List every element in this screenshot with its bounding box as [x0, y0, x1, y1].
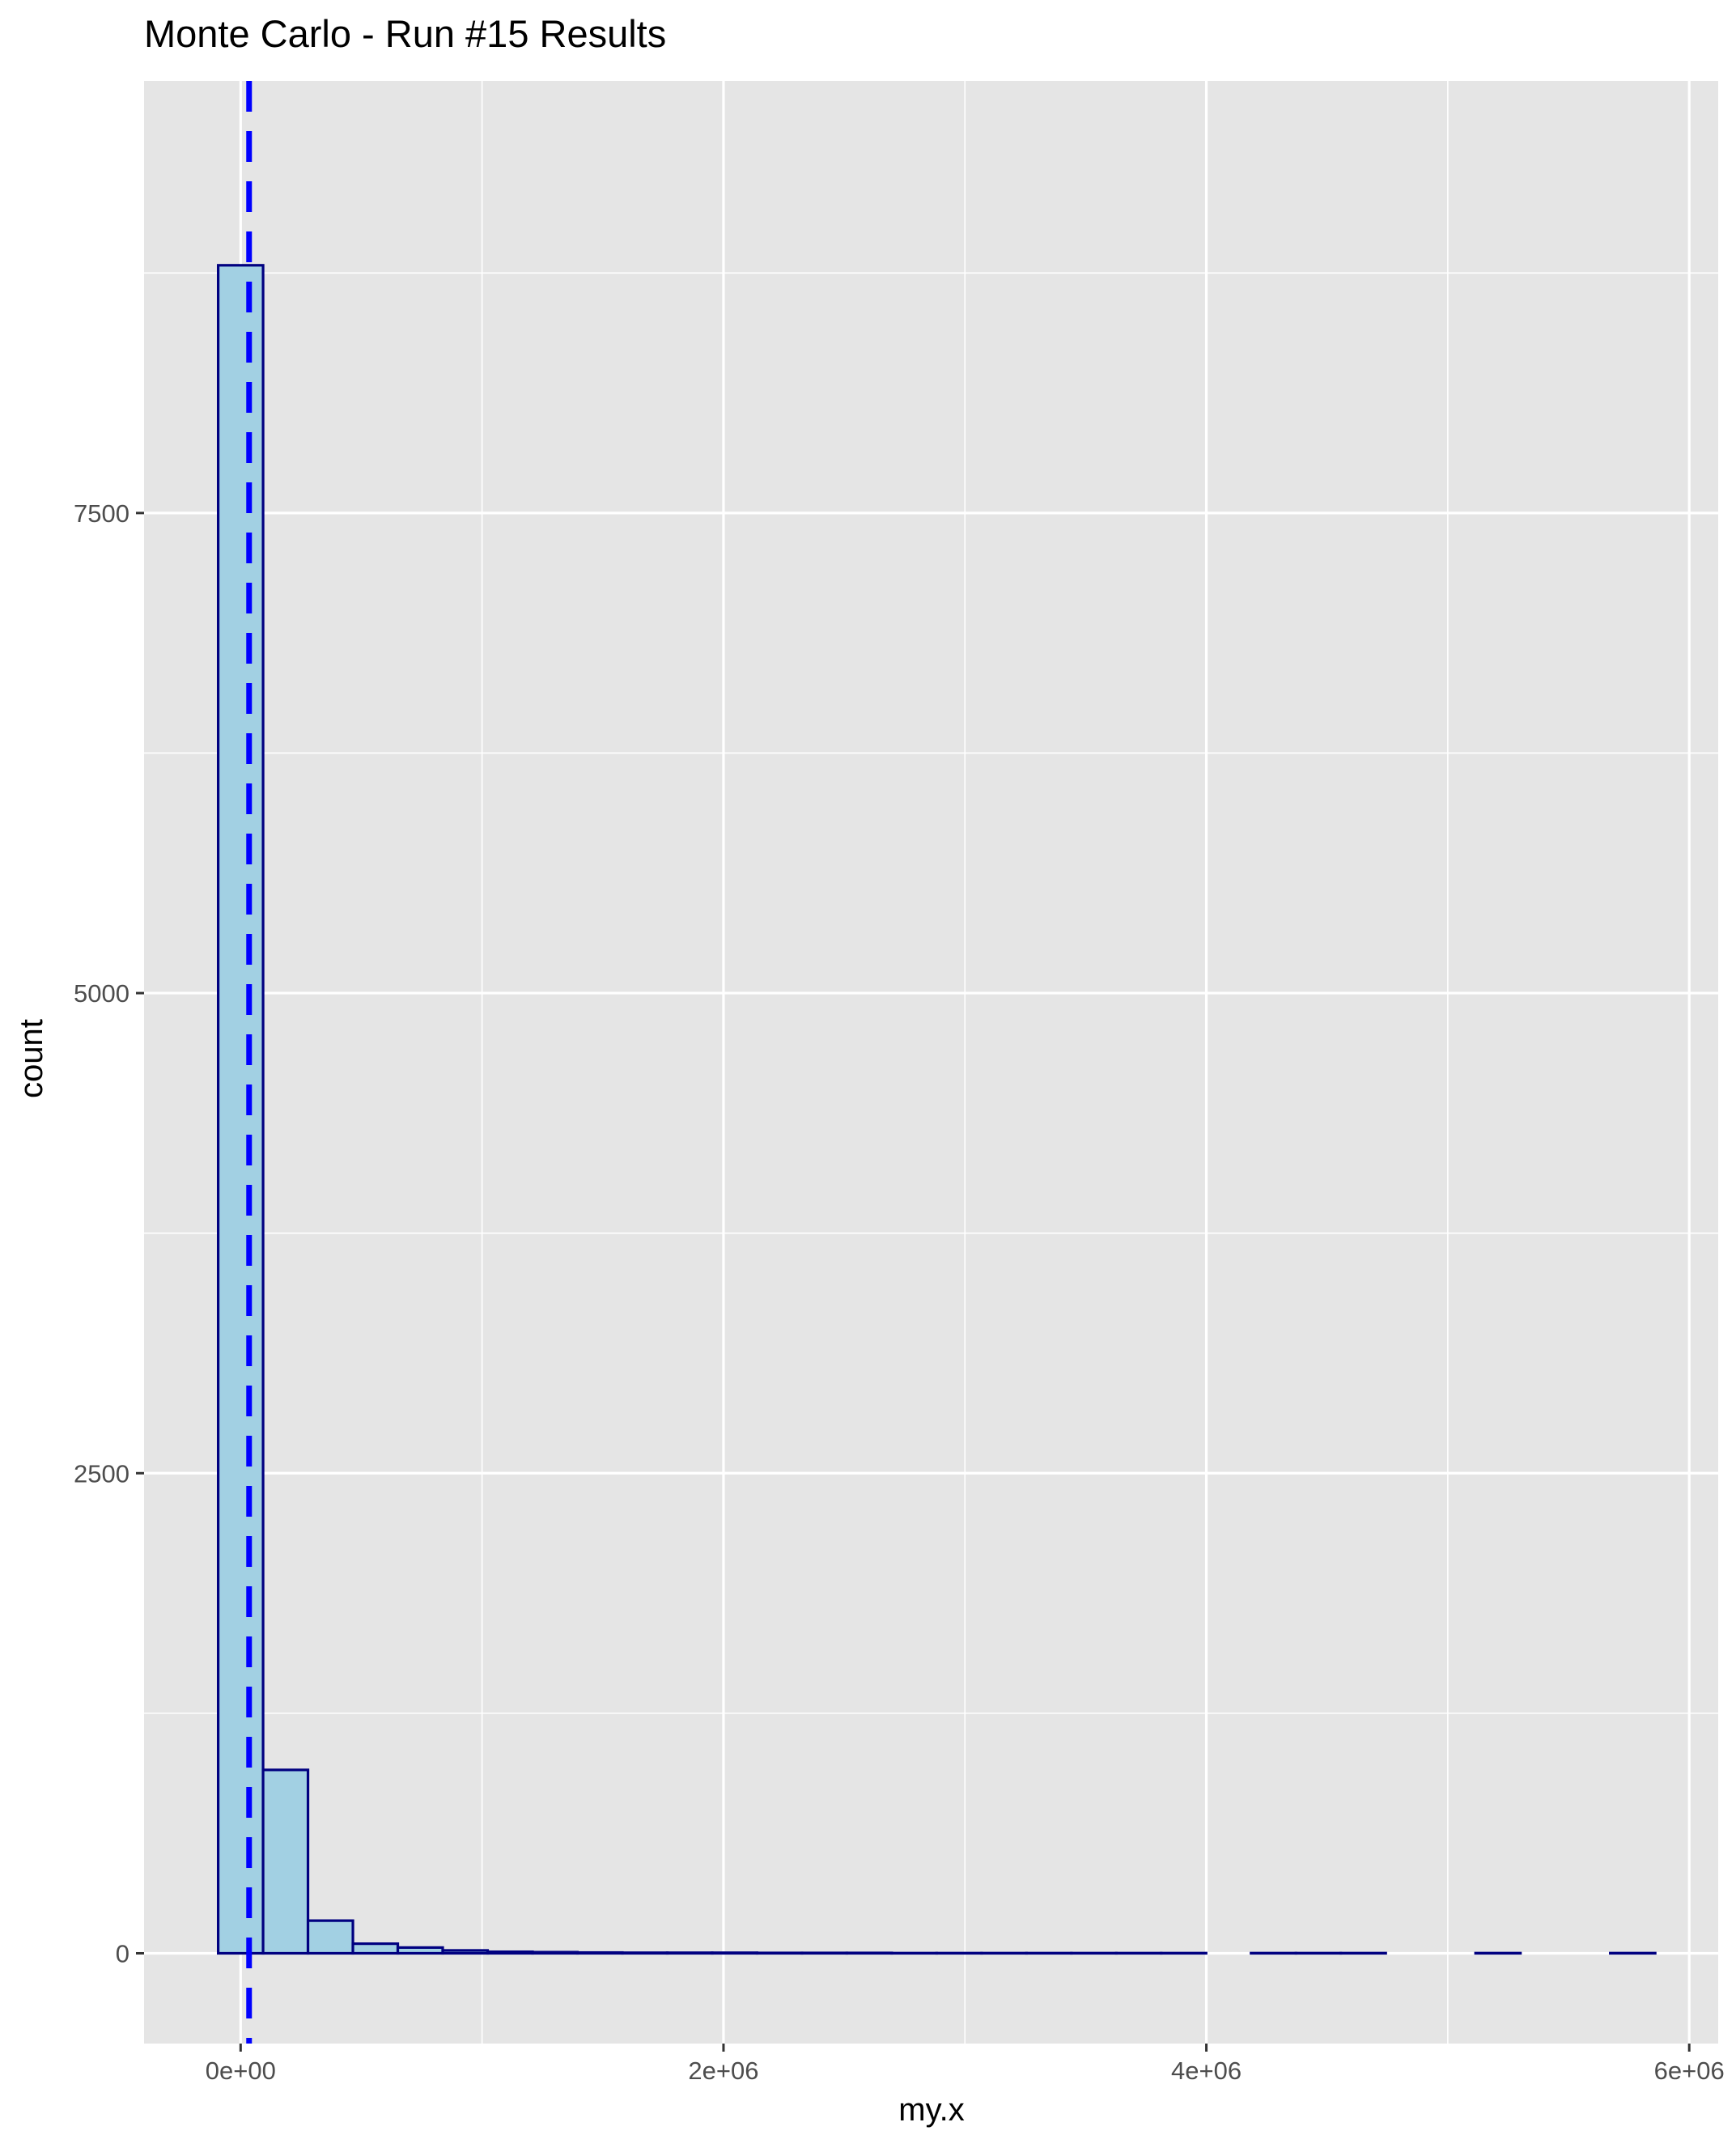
y-tick-label: 5000	[74, 979, 129, 1008]
plot-panel	[144, 81, 1718, 2044]
histogram-bar	[712, 1953, 757, 1954]
x-axis-title: my.x	[898, 2092, 964, 2128]
histogram-bar	[577, 1953, 622, 1954]
chart-title: Monte Carlo - Run #15 Results	[144, 12, 666, 55]
histogram-bar	[398, 1947, 443, 1953]
x-tick-label: 6e+06	[1654, 2056, 1725, 2085]
x-tick-label: 4e+06	[1171, 2056, 1242, 2085]
y-tick-label: 7500	[74, 499, 129, 528]
histogram-bar	[667, 1953, 711, 1954]
histogram-bar	[353, 1944, 397, 1954]
histogram-bar	[308, 1921, 353, 1953]
y-tick-label: 2500	[74, 1459, 129, 1488]
x-tick-label: 2e+06	[688, 2056, 758, 2085]
histogram-bar	[487, 1952, 532, 1954]
x-tick-label: 0e+00	[206, 2056, 276, 2085]
y-axis-title: count	[14, 1019, 49, 1098]
histogram-bar	[219, 265, 263, 1954]
histogram-bar	[622, 1953, 667, 1954]
y-tick-label: 0	[116, 1939, 129, 1967]
histogram-bar	[443, 1950, 487, 1954]
histogram-bar	[263, 1770, 308, 1954]
histogram-bar	[533, 1952, 577, 1953]
